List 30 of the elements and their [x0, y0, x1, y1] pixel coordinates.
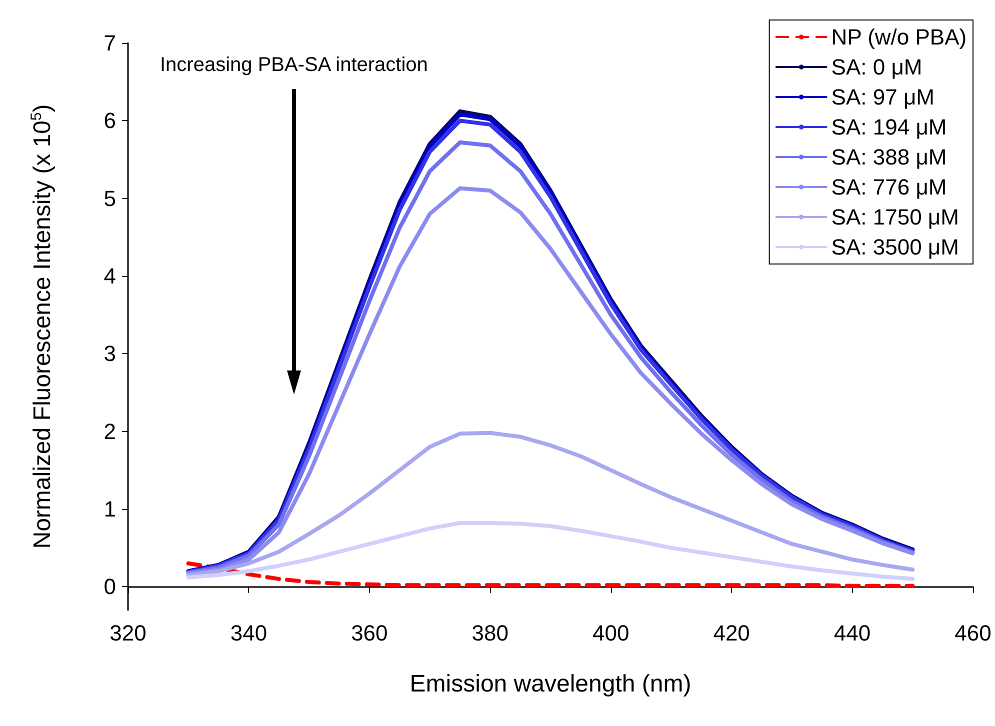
- x-tick-label: 320: [110, 620, 146, 646]
- legend-label: SA: 1750 μM: [831, 204, 959, 230]
- y-axis-title: Normalized Fluorescence Intensity (x 105): [28, 104, 56, 549]
- legend-label: SA: 776 μM: [831, 174, 947, 200]
- legend-label: NP (w/o PBA): [831, 24, 967, 50]
- x-tick-label: 400: [592, 620, 630, 646]
- x-tick-label: 440: [834, 620, 871, 646]
- legend-label: SA: 3500 μM: [831, 234, 959, 260]
- x-tick-label: 380: [472, 620, 508, 646]
- y-tick-label: 3: [104, 341, 116, 366]
- legend-label: SA: 0 μM: [831, 54, 922, 80]
- line-series: [186, 430, 915, 578]
- x-tick-label: 460: [954, 620, 992, 646]
- y-tick-label: 1: [104, 496, 116, 522]
- y-tick-label: 6: [104, 108, 116, 134]
- x-tick-label: 360: [351, 620, 388, 646]
- legend-label: SA: 194 μM: [831, 114, 947, 140]
- y-tick-label: 7: [104, 30, 116, 56]
- x-tick-label: 420: [713, 620, 750, 646]
- x-axis-title: Emission wavelength (nm): [410, 670, 692, 698]
- line-series: [186, 521, 915, 581]
- y-tick-label: 5: [104, 186, 116, 211]
- legend-label: SA: 388 μM: [831, 144, 947, 170]
- annotation: Increasing PBA-SA interaction: [160, 54, 428, 76]
- y-tick-label: 0: [104, 574, 116, 600]
- line-series: [186, 561, 915, 588]
- x-tick-label: 340: [230, 620, 268, 646]
- y-tick-label: 2: [104, 418, 116, 444]
- y-tick-label: 4: [104, 264, 116, 289]
- legend-label: SA: 97 μM: [831, 84, 934, 110]
